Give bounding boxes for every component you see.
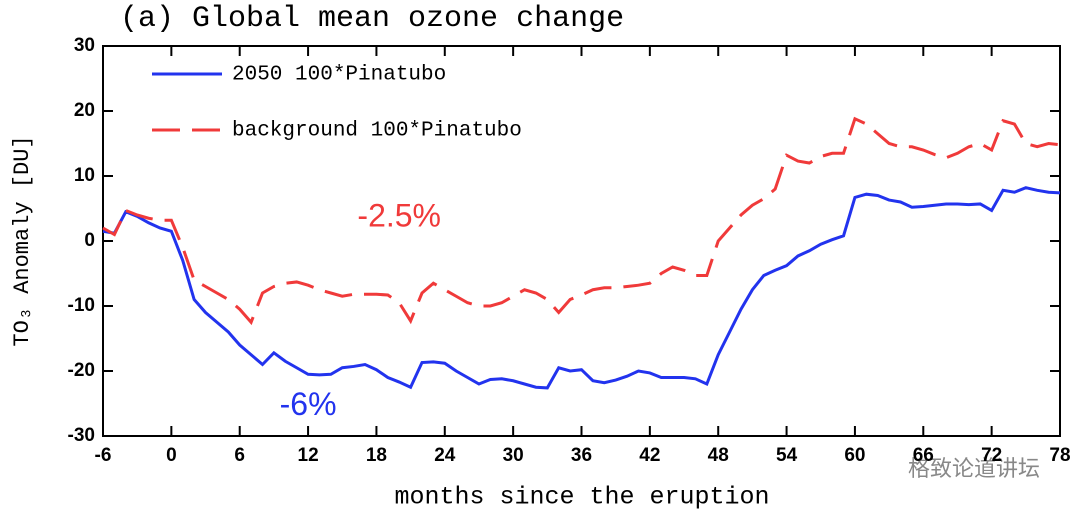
x-tick-label: 72 — [981, 445, 1002, 466]
x-tick-label: 42 — [639, 445, 660, 466]
watermark: 格致论道讲坛 — [908, 457, 1040, 482]
x-tick-label: 6 — [234, 445, 245, 466]
x-tick-label: 54 — [776, 445, 798, 466]
y-tick-label: 10 — [74, 165, 95, 186]
legend-label: background 100*Pinatubo — [232, 120, 522, 143]
x-tick-label: 18 — [366, 445, 387, 466]
x-tick-label: 24 — [434, 445, 456, 466]
plot-frame — [102, 45, 1061, 437]
annotation: -2.5% — [357, 198, 441, 234]
annotation: -6% — [280, 386, 337, 422]
x-tick-label: 36 — [571, 445, 592, 466]
x-tick-label: 48 — [708, 445, 729, 466]
x-tick-label: -6 — [95, 445, 112, 466]
y-tick-label: -10 — [68, 295, 95, 316]
y-tick-label: -20 — [68, 360, 95, 381]
x-axis-label: months since the eruption — [394, 483, 769, 512]
y-tick-label: 30 — [74, 35, 95, 56]
x-tick-label: 66 — [913, 445, 934, 466]
x-tick-label: 60 — [844, 445, 865, 466]
x-tick-label: 0 — [166, 445, 177, 466]
x-tick-label: 30 — [503, 445, 524, 466]
y-tick-label: 0 — [84, 230, 95, 251]
legend-label: 2050 100*Pinatubo — [232, 64, 446, 87]
y-axis-label: TO₃ Anomaly [DU] — [10, 135, 35, 346]
chart-title: (a) Global mean ozone change — [120, 2, 624, 36]
series-line — [102, 186, 1061, 390]
y-tick-label: -30 — [68, 425, 95, 446]
y-tick-label: 20 — [74, 100, 95, 121]
series-line — [102, 116, 1061, 326]
x-tick-label: 78 — [1049, 445, 1070, 466]
x-tick-label: 12 — [298, 445, 319, 466]
